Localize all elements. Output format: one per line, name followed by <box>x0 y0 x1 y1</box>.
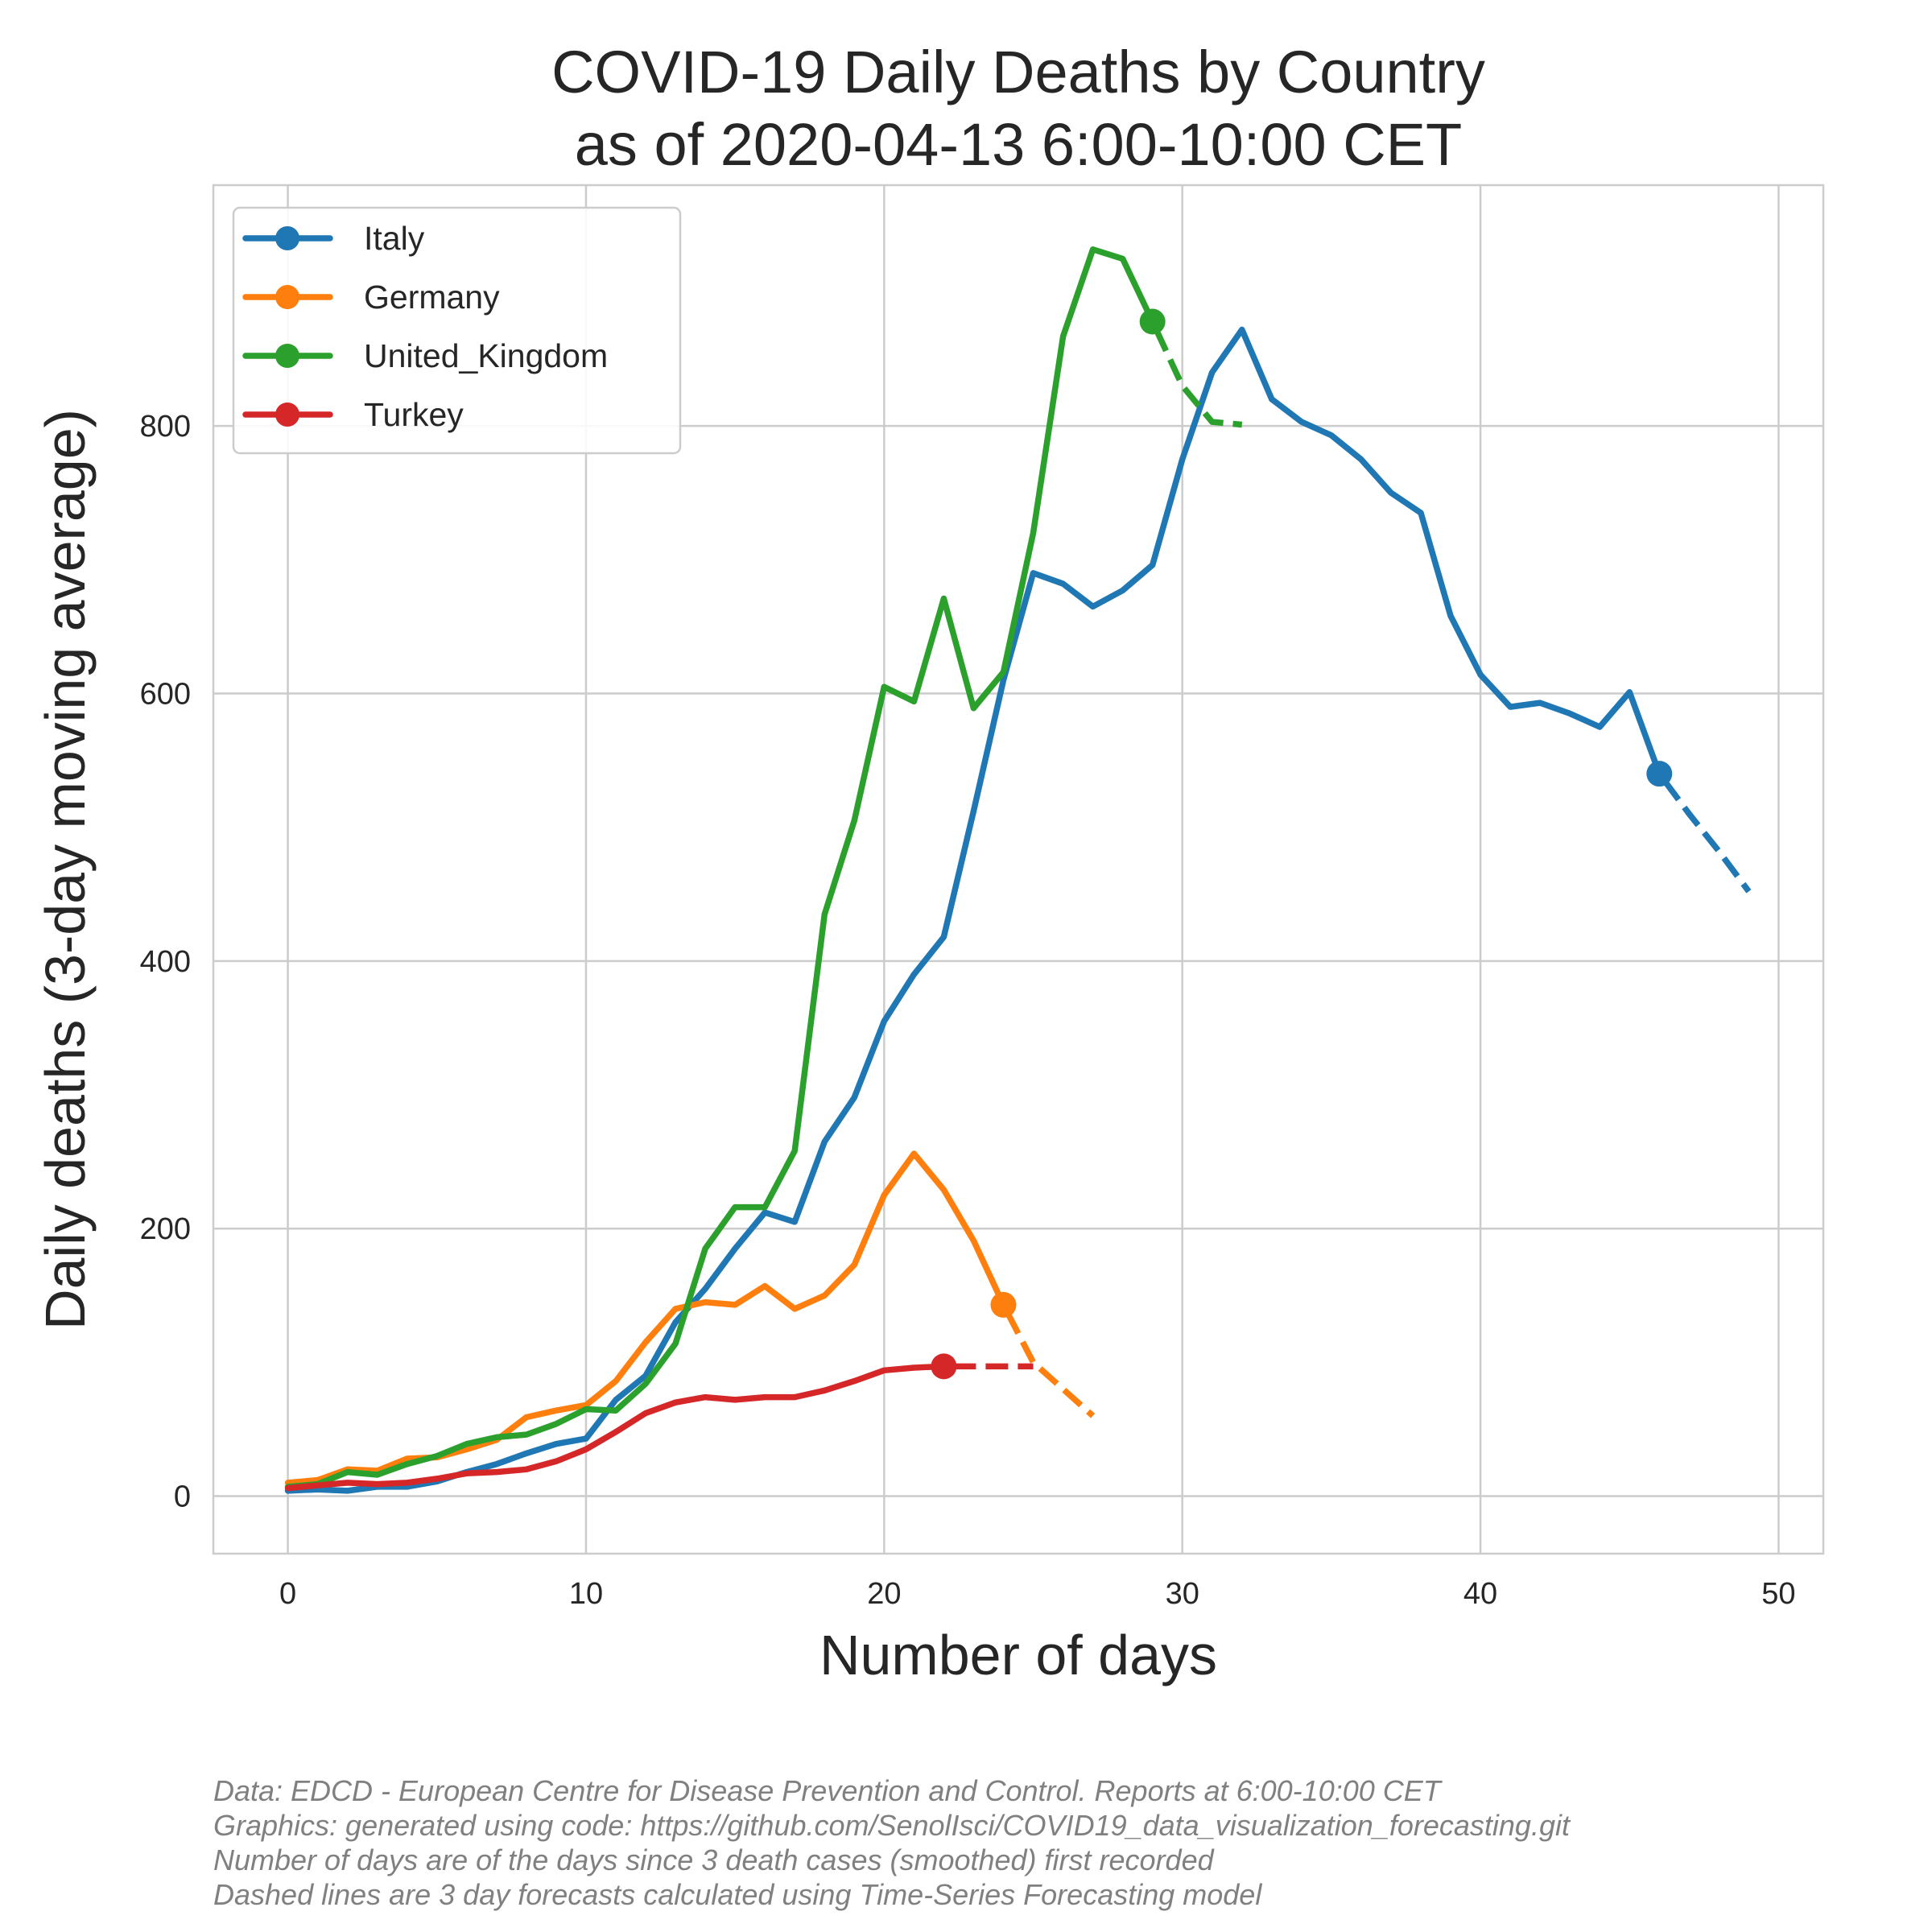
forecast-line-italy <box>1657 771 1752 894</box>
footnote-4: Dashed lines are 3 day forecasts calcula… <box>213 1878 1262 1911</box>
last-point-germany <box>990 1291 1017 1318</box>
series-united-kingdom <box>284 246 1243 1490</box>
legend-label: United_Kingdom <box>364 337 608 374</box>
legend-swatch-marker <box>275 402 299 427</box>
series-turkey <box>284 1353 1034 1492</box>
series-line-united-kingdom <box>284 246 1156 1490</box>
legend-swatch-marker <box>275 285 299 309</box>
legend-box <box>232 206 682 455</box>
footnote-3: Number of days are of the days since 3 d… <box>213 1843 1215 1876</box>
series-line-italy <box>284 326 1663 1494</box>
y-tick-label: 200 <box>140 1212 191 1246</box>
y-tick-label: 400 <box>140 945 191 979</box>
y-tick-label: 600 <box>140 677 191 711</box>
legend-swatch-marker <box>275 226 299 250</box>
x-tick-label: 0 <box>279 1577 296 1611</box>
footnotes: Data: EDCD - European Centre for Disease… <box>213 1774 1571 1911</box>
forecast-line-germany <box>1001 1303 1096 1418</box>
legend-entry-united-kingdom: United_Kingdom <box>242 337 608 374</box>
x-tick-label: 40 <box>1463 1577 1497 1611</box>
chart-title-line-1: COVID-19 Daily Deaths by Country <box>551 39 1485 105</box>
x-axis-label: Number of days <box>819 1624 1217 1686</box>
last-point-italy <box>1646 761 1673 787</box>
legend-entry-germany: Germany <box>242 279 500 316</box>
y-tick-label: 800 <box>140 410 191 444</box>
plot-frame <box>212 184 1825 1555</box>
y-axis-label: Daily deaths (3-day moving average) <box>34 409 97 1330</box>
y-ticks: 0 200 400 600 800 <box>140 410 191 1513</box>
x-tick-label: 30 <box>1166 1577 1199 1611</box>
y-tick-label: 0 <box>174 1480 191 1514</box>
footnote-2: Graphics: generated using code: https://… <box>213 1809 1571 1842</box>
legend-label: Italy <box>364 220 425 257</box>
x-tick-label: 10 <box>569 1577 603 1611</box>
legend-swatch-marker <box>275 344 299 368</box>
x-tick-label: 20 <box>867 1577 901 1611</box>
legend-entry-turkey: Turkey <box>242 396 464 433</box>
series-germany <box>284 1150 1096 1486</box>
series-layer <box>284 246 1752 1494</box>
forecast-line-united-kingdom <box>1150 320 1243 428</box>
series-line-turkey <box>284 1363 947 1492</box>
legend-label: Turkey <box>364 396 464 433</box>
last-point-united-kingdom <box>1139 308 1166 335</box>
series-line-germany <box>284 1150 1007 1486</box>
x-ticks: 0 10 20 30 40 50 <box>279 1577 1796 1611</box>
legend: Italy Germany United_Kingdom Turkey <box>232 206 682 455</box>
footnote-1: Data: EDCD - European Centre for Disease… <box>213 1774 1443 1807</box>
grid <box>213 185 1823 1554</box>
last-point-turkey <box>931 1353 957 1380</box>
legend-entry-italy: Italy <box>242 220 425 257</box>
chart-title-line-2: as of 2020-04-13 6:00-10:00 CET <box>575 111 1462 178</box>
legend-label: Germany <box>364 279 500 316</box>
series-italy <box>284 326 1752 1494</box>
x-tick-label: 50 <box>1761 1577 1795 1611</box>
